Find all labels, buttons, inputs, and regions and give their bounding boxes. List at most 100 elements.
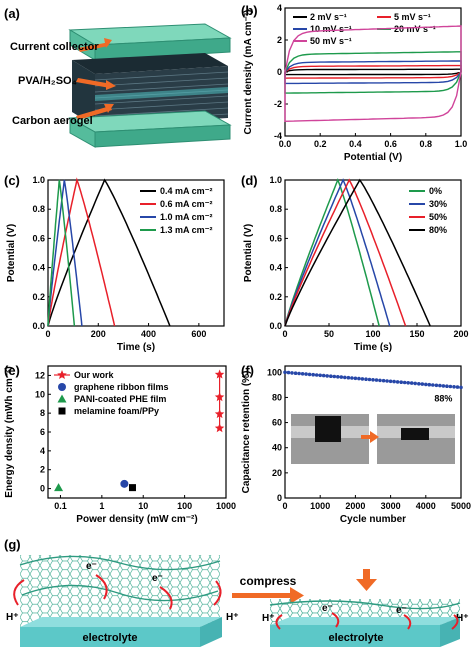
data-point [353,376,358,381]
legend-label: 10 mV s⁻¹ [310,24,352,34]
x-tick-label: 100 [365,329,380,339]
gcd-curve-1 [284,178,391,327]
cv-loop-0 [284,68,462,76]
legend-marker [57,394,67,403]
chart-e-ragone: (e) 0.1 1 10 100 1000 0 2 4 6 8 10 12 Power density (… [4,363,236,525]
left-electron-label: e⁻ [86,561,97,572]
plot-frame [47,179,225,327]
left-electrolyte-label: electrolyte [82,632,137,644]
panel-label: (c) [4,173,20,188]
data-point [339,375,344,379]
data-point [441,384,446,388]
y-tick-label: 0.8 [32,204,45,214]
y-tick-label: 40 [272,443,282,453]
data-point [314,373,319,377]
data-point [364,377,368,381]
panel-g-illustration: (g) electrolyte H⁺ H⁺ e⁻ e⁻ compress [4,537,469,647]
chart-f-cycling: (f) 0 1000 2000 3000 4000 5000 0 20 40 60 80 100 Cycl… [241,363,471,525]
layer-label-electrolyte: PVA/H₂SO₄ [18,75,77,87]
legend-marker [57,370,67,379]
y-tick-label: 1.0 [32,175,45,185]
layer-label-carbon-aerogel: Carbon aerogel [12,115,93,127]
plot-frame [284,365,462,499]
data-point [214,409,225,419]
legend-label: Our work [74,370,115,380]
data-point [325,374,329,378]
panel-g-label: (g) [4,537,21,552]
x-tick-label: 200 [91,329,106,339]
data-point [385,379,389,383]
gcd-curve-3 [47,179,76,327]
panel-label: (b) [241,3,258,18]
data-point [459,385,463,390]
x-tick-label: 0.1 [54,501,67,511]
data-point [399,380,403,384]
data-point [438,383,442,388]
legend-label: 1.0 mA cm⁻² [160,212,212,222]
left-ion-label-2: H⁺ [226,612,239,623]
x-tick-label: 200 [453,329,468,339]
press-down-arrow-icon [356,579,377,591]
legend-marker [58,407,66,415]
panel-label: (f) [241,363,254,378]
right-ion-label-2: H⁺ [456,613,469,624]
inset-arrow-icon [370,431,379,443]
data-point [304,372,308,376]
left-ion-label: H⁺ [6,612,19,623]
data-point [343,375,347,380]
retention-annotation: 88% [434,393,452,403]
data-point [434,383,439,388]
x-tick-label: 1.0 [455,139,468,149]
left-electron-label-2: e⁻ [152,573,163,584]
data-point [409,381,414,385]
x-tick-label: 0 [282,329,287,339]
y-tick-label: 2 [40,465,45,475]
gcd-curve-2 [284,178,407,327]
x-tick-label: 10 [138,501,148,511]
y-tick-label: -2 [274,99,282,109]
x-axis-label: Cycle number [340,514,406,525]
data-point [417,382,421,386]
legend-label: 50% [429,212,447,222]
y-tick-label: 0.2 [269,292,282,302]
x-tick-label: 0 [282,501,287,511]
x-tick-label: 0.4 [349,139,362,149]
legend-label: graphene ribbon films [74,382,169,392]
y-tick-label: 4 [40,446,45,456]
gcd-curve-3 [284,178,431,327]
uncompressed-aerogel [19,555,221,627]
right-electron-label-2: e⁻ [396,605,407,616]
x-tick-label: 4000 [416,501,436,511]
left-electrolyte-slab [20,627,200,647]
x-tick-label: 2000 [345,501,365,511]
y-tick-label: 80 [272,392,282,402]
y-axis-label: Potential (V) [6,224,17,282]
y-tick-label: -4 [274,131,282,141]
inset-arrow-shaft [361,435,371,439]
y-tick-label: 2 [277,35,282,45]
panel-e: (e) 0.1 1 10 100 1000 0 2 4 6 8 10 12 Power density (… [0,360,237,535]
layer-label-current-collector: Current collector [10,41,99,53]
data-point [360,377,365,381]
y-tick-label: 0 [277,67,282,77]
y-tick-label: 8 [40,408,45,418]
legend-label: 50 mV s⁻¹ [310,36,352,46]
legend-label: 0% [429,186,442,196]
data-point [214,392,225,402]
x-tick-label: 3000 [381,501,401,511]
data-point [395,380,400,384]
data-point [420,382,425,386]
data-point [311,372,315,377]
data-point [381,378,386,383]
data-point [452,385,456,389]
data-point [424,382,428,387]
x-tick-label: 5000 [451,501,471,511]
y-tick-label: 100 [267,367,282,377]
data-point [455,385,460,389]
data-point [297,371,301,376]
x-axis-label: Time (s) [117,342,155,353]
data-point [54,483,64,492]
panel-a-illustration: (a) Cu [4,6,232,148]
data-point [448,384,453,389]
y-tick-label: 0.2 [32,292,45,302]
